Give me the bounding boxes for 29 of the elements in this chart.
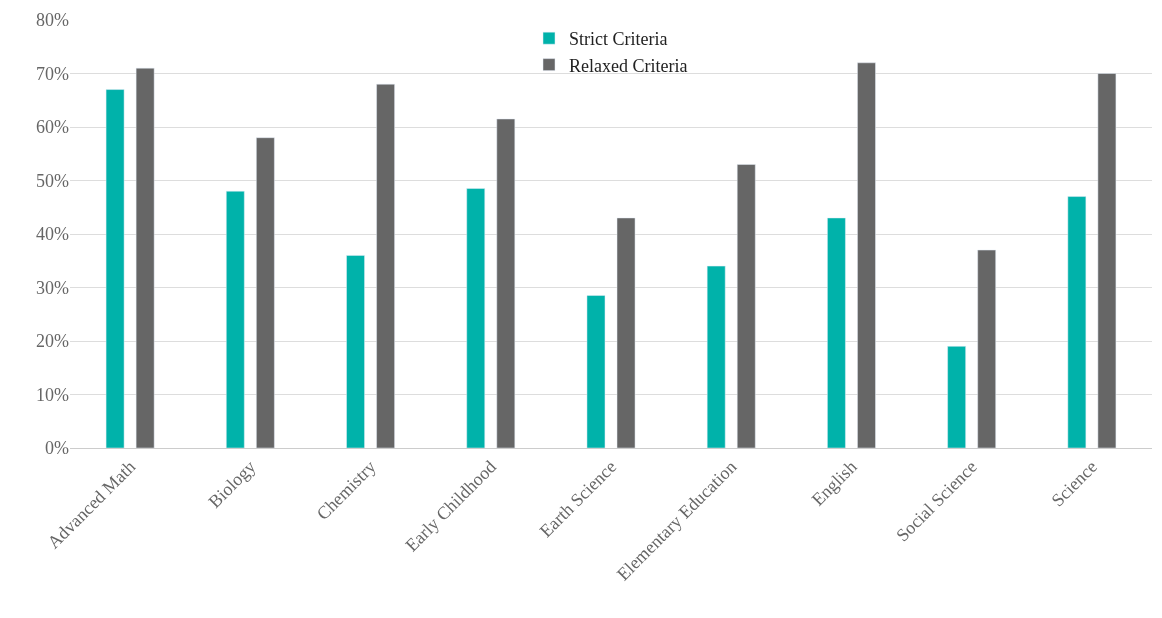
bar xyxy=(706,265,726,448)
bar xyxy=(1097,73,1117,448)
y-tick-label: 60% xyxy=(36,117,69,138)
y-tick-label: 10% xyxy=(36,384,69,405)
bar xyxy=(105,89,125,448)
y-tick-label: 80% xyxy=(36,10,69,31)
legend-label: Relaxed Criteria xyxy=(569,55,688,76)
bar xyxy=(346,255,365,448)
bar xyxy=(736,164,756,448)
bar xyxy=(256,137,275,448)
bar xyxy=(135,67,155,448)
bar xyxy=(616,217,636,448)
bar xyxy=(1067,196,1087,448)
y-tick-label: 20% xyxy=(36,331,69,352)
y-tick-label: 40% xyxy=(36,224,69,245)
y-tick-label: 0% xyxy=(45,438,69,459)
bar xyxy=(977,249,996,448)
y-tick-label: 70% xyxy=(36,63,69,84)
bar xyxy=(226,190,245,448)
bar xyxy=(827,217,846,448)
legend-label: Strict Criteria xyxy=(569,29,668,50)
bar xyxy=(947,346,966,448)
y-tick-label: 50% xyxy=(36,170,69,191)
bar xyxy=(857,62,876,448)
bar xyxy=(496,118,516,448)
y-tick-label: 30% xyxy=(36,277,69,298)
bar xyxy=(466,188,486,448)
bar xyxy=(586,295,606,448)
bar xyxy=(376,83,395,448)
